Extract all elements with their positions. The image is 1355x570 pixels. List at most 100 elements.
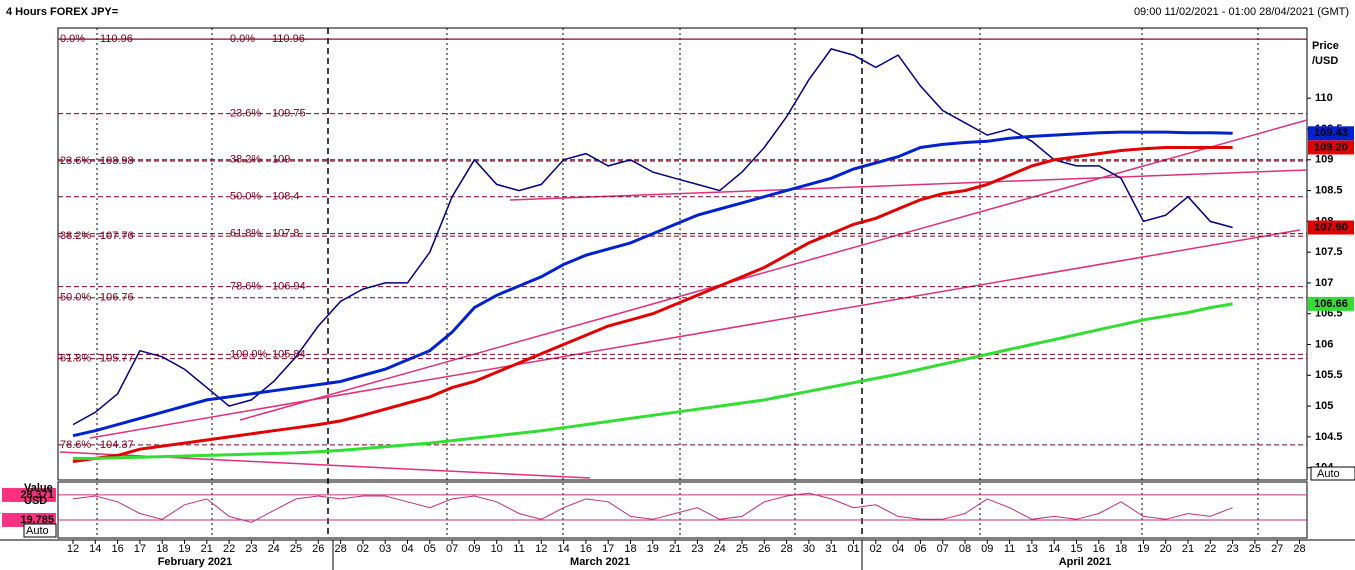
fib-value: 107.76 bbox=[100, 230, 134, 242]
indicator-value-label: 19.785 bbox=[20, 514, 54, 526]
x-tick-label: 22 bbox=[223, 543, 235, 555]
x-tick-label: 16 bbox=[580, 543, 592, 555]
x-tick-label: 25 bbox=[290, 543, 302, 555]
fib-pct: 78.6% bbox=[230, 281, 261, 293]
x-tick-label: 30 bbox=[803, 543, 815, 555]
fib-value: 106.94 bbox=[272, 281, 306, 293]
moving-average bbox=[72, 146, 1233, 463]
month-label: April 2021 bbox=[1059, 556, 1112, 568]
y-tick-label: 107.5 bbox=[1315, 246, 1343, 258]
x-tick-label: 28 bbox=[780, 543, 792, 555]
x-tick-label: 24 bbox=[714, 543, 726, 555]
scale-button-label[interactable]: Auto bbox=[26, 525, 49, 537]
x-tick-label: 28 bbox=[334, 543, 346, 555]
fib-pct: 61.8% bbox=[60, 353, 91, 365]
indicator-frame bbox=[57, 481, 1308, 539]
x-tick-label: 14 bbox=[1048, 543, 1060, 555]
x-tick-label: 02 bbox=[870, 543, 882, 555]
fib-pct: 23.6% bbox=[230, 108, 261, 120]
indicator-value-label: 28.371 bbox=[20, 489, 54, 501]
last-value-label: 107.90 bbox=[1314, 221, 1348, 233]
x-tick-label: 19 bbox=[178, 543, 190, 555]
fib-pct: 50.0% bbox=[230, 191, 261, 203]
scale-button-label[interactable]: Auto bbox=[1317, 468, 1340, 480]
fib-value: 109.75 bbox=[272, 108, 306, 120]
x-tick-label: 25 bbox=[1249, 543, 1261, 555]
x-tick-label: 21 bbox=[1182, 543, 1194, 555]
y-tick-label: 105 bbox=[1315, 400, 1333, 412]
last-value-box bbox=[1308, 126, 1354, 141]
x-tick-label: 11 bbox=[513, 543, 524, 555]
x-tick-label: 23 bbox=[1226, 543, 1238, 555]
plot-frame bbox=[57, 27, 1308, 481]
month-label: March 2021 bbox=[570, 556, 630, 568]
indicator-value-box bbox=[2, 512, 56, 527]
x-tick-label: 13 bbox=[1026, 543, 1038, 555]
chart-title: 4 Hours FOREX JPY= bbox=[6, 6, 118, 18]
x-tick-label: 10 bbox=[491, 543, 503, 555]
x-tick-label: 16 bbox=[1093, 543, 1105, 555]
x-tick-label: 12 bbox=[67, 543, 79, 555]
x-tick-label: 11 bbox=[1004, 543, 1015, 555]
time-range: 09:00 11/02/2021 - 01:00 28/04/2021 (GMT… bbox=[1134, 6, 1349, 18]
y-tick-label: 108.5 bbox=[1315, 184, 1343, 196]
fib-pct: 38.2% bbox=[230, 154, 261, 166]
month-dividers bbox=[327, 28, 863, 570]
fib-pct: 38.2% bbox=[60, 230, 91, 242]
month-label: February 2021 bbox=[158, 556, 233, 568]
fib-value: 104.37 bbox=[100, 439, 134, 451]
x-tick-label: 21 bbox=[201, 543, 213, 555]
fib-pct: 78.6% bbox=[60, 439, 91, 451]
x-tick-label: 24 bbox=[268, 543, 280, 555]
x-tick-label: 26 bbox=[758, 543, 770, 555]
last-value-label: 109.20 bbox=[1314, 141, 1348, 153]
last-value-label: 109.43 bbox=[1314, 127, 1348, 139]
vertical-dividers bbox=[96, 28, 1259, 538]
y-axis-label: Price bbox=[1312, 40, 1339, 52]
moving-average bbox=[73, 302, 1233, 460]
last-value-box bbox=[1308, 296, 1354, 311]
last-value-box bbox=[1308, 220, 1354, 235]
x-tick-label: 04 bbox=[401, 543, 413, 555]
x-tick-label: 17 bbox=[602, 543, 614, 555]
fib-pct: 0.0% bbox=[230, 33, 255, 45]
scale-button bbox=[23, 523, 57, 538]
indicator-label: Value bbox=[24, 482, 53, 494]
fib-value: 108.98 bbox=[100, 155, 134, 167]
y-tick-label: 105.5 bbox=[1315, 369, 1343, 381]
last-value-label: 106.66 bbox=[1314, 298, 1348, 310]
fib-value: 109 bbox=[272, 154, 290, 166]
x-tick-label: 08 bbox=[959, 543, 971, 555]
indicator-label: USD bbox=[24, 495, 47, 507]
x-tick-label: 16 bbox=[111, 543, 123, 555]
x-tick-label: 07 bbox=[446, 543, 458, 555]
trendline bbox=[89, 229, 1301, 439]
scale-button bbox=[1310, 466, 1355, 481]
indicator-value-box bbox=[2, 487, 56, 502]
price-line bbox=[72, 48, 1233, 426]
fib-value: 105.84 bbox=[272, 348, 306, 360]
x-tick-label: 15 bbox=[1070, 543, 1082, 555]
x-tick-label: 09 bbox=[981, 543, 993, 555]
y-tick-label: 107 bbox=[1315, 277, 1333, 289]
x-tick-label: 31 bbox=[825, 543, 837, 555]
fib-pct: 61.8% bbox=[230, 228, 261, 240]
x-tick-label: 25 bbox=[736, 543, 748, 555]
x-tick-label: 03 bbox=[379, 543, 391, 555]
fib-pct: 100.0% bbox=[230, 348, 268, 360]
x-tick-label: 14 bbox=[557, 543, 569, 555]
x-tick-label: 06 bbox=[914, 543, 926, 555]
x-tick-label: 12 bbox=[535, 543, 547, 555]
x-tick-label: 20 bbox=[1160, 543, 1172, 555]
y-tick-label: 109 bbox=[1315, 154, 1333, 166]
x-tick-label: 23 bbox=[691, 543, 703, 555]
indicator-line bbox=[72, 492, 1233, 523]
x-tick-label: 01 bbox=[847, 543, 859, 555]
x-tick-label: 18 bbox=[1115, 543, 1127, 555]
x-tick-label: 17 bbox=[134, 543, 146, 555]
x-tick-label: 05 bbox=[424, 543, 436, 555]
x-tick-label: 14 bbox=[89, 543, 101, 555]
